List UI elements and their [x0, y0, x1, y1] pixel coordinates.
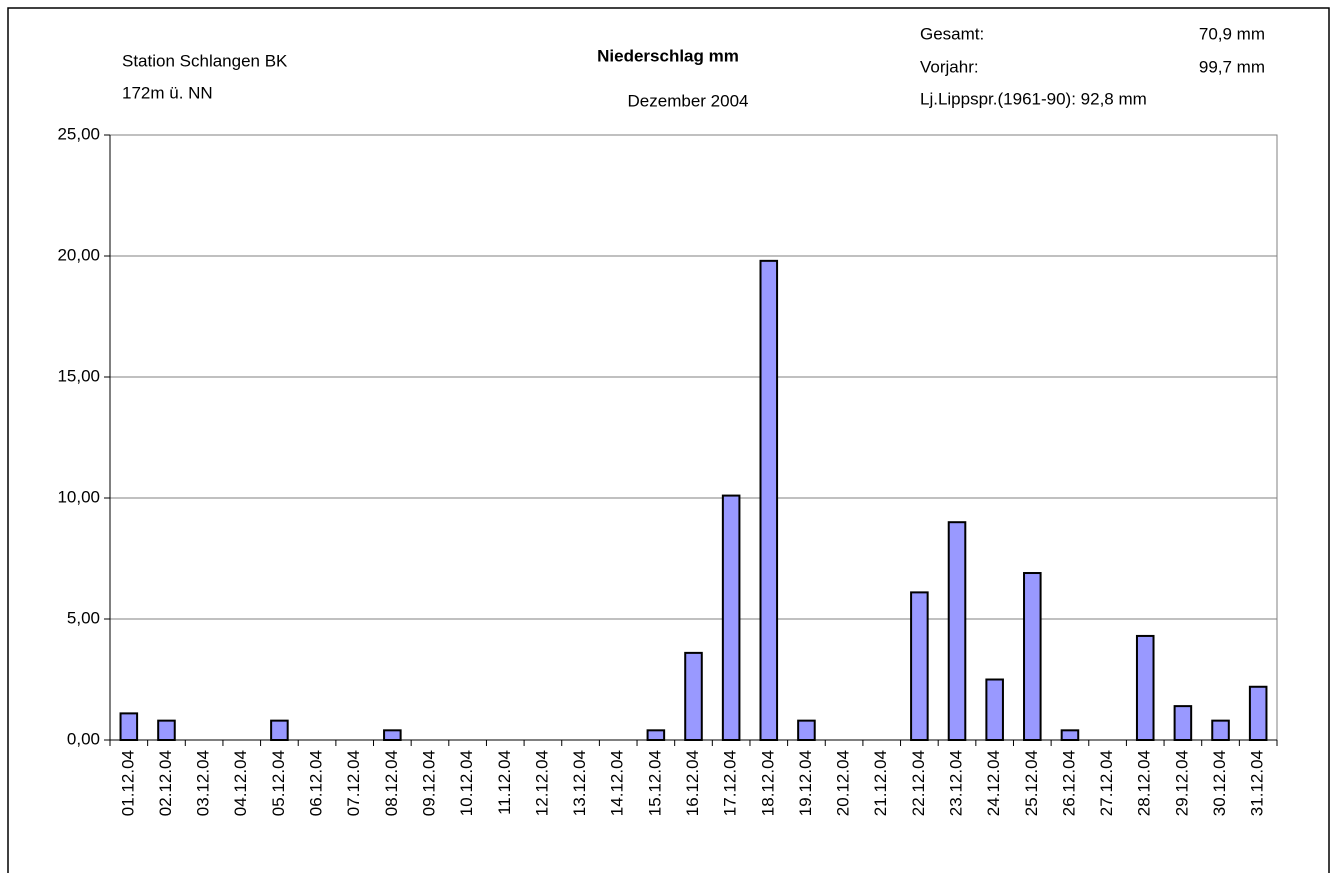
- x-tick-label: 27.12.04: [1097, 750, 1116, 816]
- chart-title: Niederschlag mm: [597, 46, 739, 65]
- y-tick-label: 25,00: [57, 124, 100, 143]
- y-tick-label: 10,00: [57, 487, 100, 506]
- x-tick-label: 22.12.04: [909, 750, 928, 816]
- y-tick-label: 0,00: [67, 729, 100, 748]
- x-tick-label: 17.12.04: [721, 750, 740, 816]
- stat-label: Lj.Lippspr.(1961-90): 92,8 mm: [920, 89, 1147, 108]
- bar: [119, 712, 139, 742]
- x-tick-label: 10.12.04: [457, 750, 476, 816]
- x-tick-label: 19.12.04: [796, 750, 815, 816]
- bar: [646, 729, 666, 742]
- bar: [985, 678, 1004, 741]
- bar: [721, 494, 741, 741]
- x-tick-label: 01.12.04: [118, 750, 137, 816]
- bar: [270, 719, 289, 742]
- y-tick-label: 20,00: [57, 245, 100, 264]
- x-tick-label: 11.12.04: [495, 750, 514, 815]
- chart-subtitle: Dezember 2004: [628, 91, 749, 110]
- stat-value: 70,9 mm: [1199, 24, 1265, 43]
- bar: [1173, 705, 1193, 741]
- station-height: 172m ü. NN: [122, 83, 213, 102]
- y-tick-label: 15,00: [57, 366, 100, 385]
- bar: [1060, 729, 1080, 742]
- bar: [1248, 685, 1268, 742]
- bar: [910, 591, 929, 741]
- x-tick-label: 18.12.04: [758, 750, 777, 816]
- x-tick-label: 02.12.04: [156, 750, 175, 816]
- bar: [1211, 719, 1230, 742]
- x-tick-label: 14.12.04: [608, 750, 627, 816]
- x-tick-label: 08.12.04: [382, 750, 401, 816]
- x-tick-label: 26.12.04: [1059, 750, 1078, 816]
- x-tick-label: 15.12.04: [645, 750, 664, 816]
- x-tick-label: 29.12.04: [1172, 750, 1191, 816]
- x-tick-label: 13.12.04: [570, 750, 589, 816]
- x-tick-label: 07.12.04: [344, 750, 363, 816]
- bar: [157, 719, 176, 742]
- x-tick-label: 16.12.04: [683, 750, 702, 816]
- station-name: Station Schlangen BK: [122, 51, 288, 70]
- x-tick-label: 31.12.04: [1248, 750, 1267, 816]
- plot-area: [109, 134, 1278, 741]
- x-tick-label: 12.12.04: [532, 750, 551, 816]
- x-tick-label: 24.12.04: [984, 750, 1003, 816]
- x-tick-label: 05.12.04: [269, 750, 288, 816]
- bar: [1023, 572, 1042, 742]
- bar: [947, 521, 967, 742]
- bar: [383, 729, 402, 742]
- y-tick-label: 5,00: [67, 608, 100, 627]
- x-tick-label: 25.12.04: [1022, 750, 1041, 816]
- x-tick-label: 23.12.04: [947, 750, 966, 816]
- stat-label: Gesamt:: [920, 24, 984, 43]
- bar: [1135, 634, 1155, 741]
- bar: [759, 259, 779, 741]
- x-tick-label: 20.12.04: [834, 750, 853, 816]
- x-tick-label: 03.12.04: [194, 750, 213, 816]
- stat-label: Vorjahr:: [920, 57, 979, 76]
- x-tick-label: 21.12.04: [871, 750, 890, 816]
- x-tick-label: 04.12.04: [231, 750, 250, 816]
- x-tick-label: 09.12.04: [419, 750, 438, 816]
- x-tick-label: 30.12.04: [1210, 750, 1229, 816]
- x-tick-label: 28.12.04: [1135, 750, 1154, 816]
- bar: [684, 651, 703, 742]
- bar: [797, 719, 816, 742]
- stat-value: 99,7 mm: [1199, 57, 1265, 76]
- x-tick-label: 06.12.04: [307, 750, 326, 816]
